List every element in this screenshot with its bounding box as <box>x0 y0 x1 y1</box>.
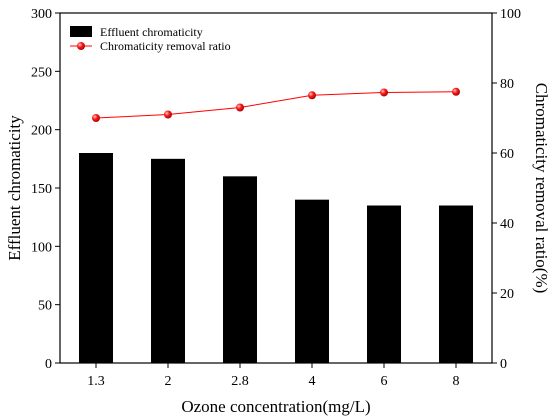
legend-bar-swatch <box>70 26 92 37</box>
right-tick-label: 60 <box>500 147 514 162</box>
plot-frame <box>59 12 493 364</box>
left-tick-label: 300 <box>31 7 52 22</box>
legend-line-label: Chromaticity removal ratio <box>100 39 231 53</box>
x-axis-label: Ozone concentration(mg/L) <box>181 397 370 416</box>
x-tick-label: 4 <box>309 374 316 389</box>
removal-ratio-point-6 <box>380 88 388 97</box>
left-tick-label: 250 <box>31 65 52 80</box>
x-tick-label: 6 <box>381 374 388 389</box>
x-tick-label: 1.3 <box>87 374 105 389</box>
left-tick-label: 100 <box>31 240 52 255</box>
left-tick-label: 150 <box>31 182 52 197</box>
x-tick-label: 8 <box>453 374 460 389</box>
right-tick-label: 100 <box>500 7 521 22</box>
legend-bar-label: Effluent chromaticity <box>100 25 203 39</box>
legend: Effluent chromaticity Chromaticity remov… <box>70 25 231 53</box>
right-tick-label: 40 <box>500 217 514 232</box>
y-axis-label-right: Chromaticity removal ratio(%) <box>532 83 550 294</box>
removal-ratio-point-1.3 <box>92 114 100 122</box>
right-tick-label: 20 <box>500 287 514 302</box>
removal-ratio-point-8 <box>452 87 460 96</box>
left-tick-label: 200 <box>31 124 52 139</box>
legend-line-marker <box>77 42 85 50</box>
bar-2 <box>151 158 185 363</box>
removal-ratio-point-2.8 <box>236 103 244 112</box>
x-tick-label: 2.8 <box>231 374 249 389</box>
removal-ratio-point-2 <box>164 110 172 119</box>
bar-1.3 <box>79 153 113 363</box>
right-tick-label: 0 <box>500 357 507 372</box>
removal-ratio-line <box>95 91 457 119</box>
bar-2.8 <box>223 176 257 363</box>
bar-4 <box>295 199 329 363</box>
y-axis-label-left: Effluent chromaticity <box>5 115 24 261</box>
left-tick-label: 0 <box>45 357 52 372</box>
removal-ratio-point-4 <box>308 91 316 100</box>
bar-8 <box>439 205 473 363</box>
left-tick-label: 50 <box>38 299 52 314</box>
right-tick-label: 80 <box>500 77 514 92</box>
x-tick-label: 2 <box>165 374 172 389</box>
bar-6 <box>367 205 401 363</box>
